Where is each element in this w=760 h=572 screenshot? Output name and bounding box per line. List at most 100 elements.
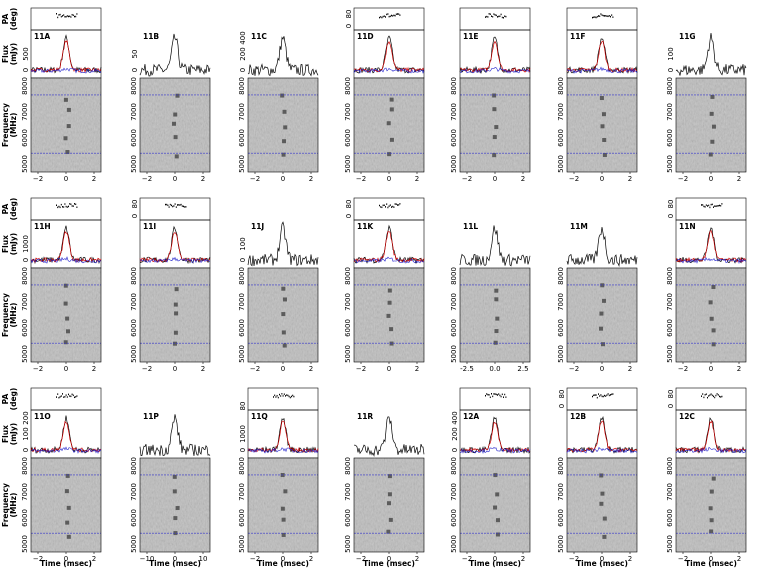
pa-point xyxy=(602,395,604,398)
panel-label: 11H xyxy=(34,222,51,231)
burst-blob xyxy=(492,93,497,98)
pa-point xyxy=(379,204,380,207)
time-tick-label: 2 xyxy=(309,175,313,183)
pa-point xyxy=(69,15,71,18)
pa-point xyxy=(292,394,294,397)
freq-tick-label: 5000 xyxy=(666,345,674,363)
pa-point xyxy=(72,205,74,207)
time-tick-label: 0 xyxy=(64,175,68,183)
time-tick-label: 10 xyxy=(199,555,208,563)
time-tick-label: 2 xyxy=(521,555,525,563)
flux-profile xyxy=(353,35,425,74)
pa-point xyxy=(710,393,712,395)
flux-circular xyxy=(566,66,638,74)
flux-tick-label: 200 xyxy=(22,411,30,424)
burst-blob xyxy=(599,473,604,478)
burst-blob xyxy=(494,329,499,334)
time-tick-label: 0 xyxy=(709,175,713,183)
y-axis-label: (mJy) xyxy=(9,233,18,255)
burst-blob xyxy=(389,107,394,112)
burst-blob xyxy=(494,125,499,130)
pa-point xyxy=(500,13,502,16)
pa-point xyxy=(291,395,292,398)
pa-point xyxy=(184,206,186,208)
time-tick-label: 2 xyxy=(92,555,96,563)
burst-blob xyxy=(602,298,607,303)
pa-point xyxy=(705,204,707,206)
pa-box xyxy=(353,197,425,221)
pa-point xyxy=(702,204,704,206)
flux-tick-label: 400 xyxy=(451,411,459,424)
pa-point xyxy=(720,396,722,398)
burst-blob xyxy=(709,529,714,534)
pa-point xyxy=(501,16,503,19)
flux-circular xyxy=(30,256,102,264)
flux-profile xyxy=(459,416,531,454)
pa-point xyxy=(707,396,708,399)
time-tick-label: 2 xyxy=(201,365,205,373)
waterfall-noise xyxy=(248,78,318,172)
time-tick-label: 2 xyxy=(309,555,313,563)
pa-point xyxy=(76,13,78,15)
freq-tick-label: 5000 xyxy=(344,535,352,553)
pa-point xyxy=(183,205,184,208)
pa-point xyxy=(608,394,610,397)
pa-point xyxy=(66,206,68,208)
pa-point xyxy=(395,13,397,15)
freq-tick-label: 5000 xyxy=(557,535,565,553)
pa-point xyxy=(395,203,397,205)
pa-tick-label: 0 xyxy=(345,24,353,28)
freq-tick-label: 5000 xyxy=(130,345,138,363)
flux-profile xyxy=(139,33,211,77)
pa-point xyxy=(505,15,507,18)
freq-tick-label: 6000 xyxy=(666,129,674,147)
burst-blob xyxy=(387,288,392,293)
pa-point xyxy=(65,205,67,208)
pa-point xyxy=(392,15,394,17)
freq-tick-label: 7000 xyxy=(130,293,138,311)
pa-point xyxy=(68,393,69,396)
freq-tick-label: 8000 xyxy=(238,267,246,285)
pa-point xyxy=(607,393,609,395)
pa-box xyxy=(566,7,638,31)
pa-point xyxy=(383,15,385,17)
freq-tick-label: 5000 xyxy=(130,155,138,173)
pa-point xyxy=(59,13,61,16)
pa-box xyxy=(459,7,531,31)
flux-tick-label: 200 xyxy=(451,427,459,440)
freq-tick-label: 8000 xyxy=(238,457,246,475)
pa-point xyxy=(381,16,383,19)
pa-point xyxy=(497,16,498,18)
pa-point xyxy=(380,206,382,208)
freq-tick-label: 6000 xyxy=(238,319,246,337)
pa-point xyxy=(71,205,73,207)
flux-circular xyxy=(353,67,425,74)
burst-blob xyxy=(174,154,179,159)
burst-blob xyxy=(282,343,287,348)
burst-blob xyxy=(175,93,180,98)
burst-blob xyxy=(709,489,714,494)
pa-point xyxy=(709,206,711,209)
pa-point xyxy=(279,393,280,396)
y-axis-label: (MHz) xyxy=(9,113,18,138)
pa-tick-label: 0 xyxy=(345,214,353,218)
freq-tick-label: 7000 xyxy=(450,103,458,121)
burst-blob xyxy=(387,492,392,497)
burst-blob xyxy=(281,152,286,157)
pa-point xyxy=(709,394,711,396)
pa-point xyxy=(56,13,57,15)
pa-point xyxy=(76,206,78,208)
burst-blob xyxy=(173,302,178,307)
flux-circular xyxy=(139,256,211,264)
x-axis-label: Time (msec) xyxy=(576,559,628,568)
flux-tick-label: 0 xyxy=(239,448,247,452)
time-tick-label: 2.5 xyxy=(517,365,528,373)
pa-box xyxy=(459,387,531,411)
pa-point xyxy=(74,396,75,399)
freq-tick-label: 7000 xyxy=(557,293,565,311)
burst-blob xyxy=(63,301,68,306)
pa-point xyxy=(283,393,285,395)
flux-profile xyxy=(247,221,319,267)
time-tick-label: 0 xyxy=(281,175,285,183)
pa-point xyxy=(702,393,704,395)
